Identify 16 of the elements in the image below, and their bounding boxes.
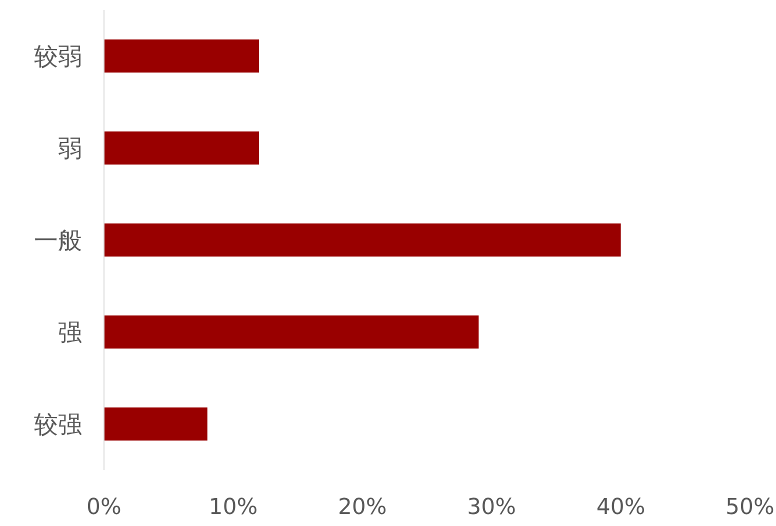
y-tick-label: 弱 bbox=[58, 134, 82, 162]
bar bbox=[104, 39, 260, 73]
y-tick-label: 较强 bbox=[34, 410, 82, 438]
x-tick-label: 40% bbox=[596, 495, 646, 520]
x-tick-label: 20% bbox=[338, 495, 387, 520]
x-tick-label: 30% bbox=[467, 495, 516, 520]
bar bbox=[104, 315, 479, 349]
bar bbox=[104, 407, 208, 441]
y-tick-label: 一般 bbox=[34, 226, 82, 254]
y-tick-label: 较弱 bbox=[34, 42, 82, 70]
bar bbox=[104, 131, 260, 165]
x-tick-label: 50% bbox=[726, 495, 774, 520]
x-tick-label: 0% bbox=[86, 495, 122, 520]
y-tick-label: 强 bbox=[58, 318, 82, 346]
bar bbox=[104, 223, 621, 257]
x-tick-label: 10% bbox=[208, 495, 258, 520]
